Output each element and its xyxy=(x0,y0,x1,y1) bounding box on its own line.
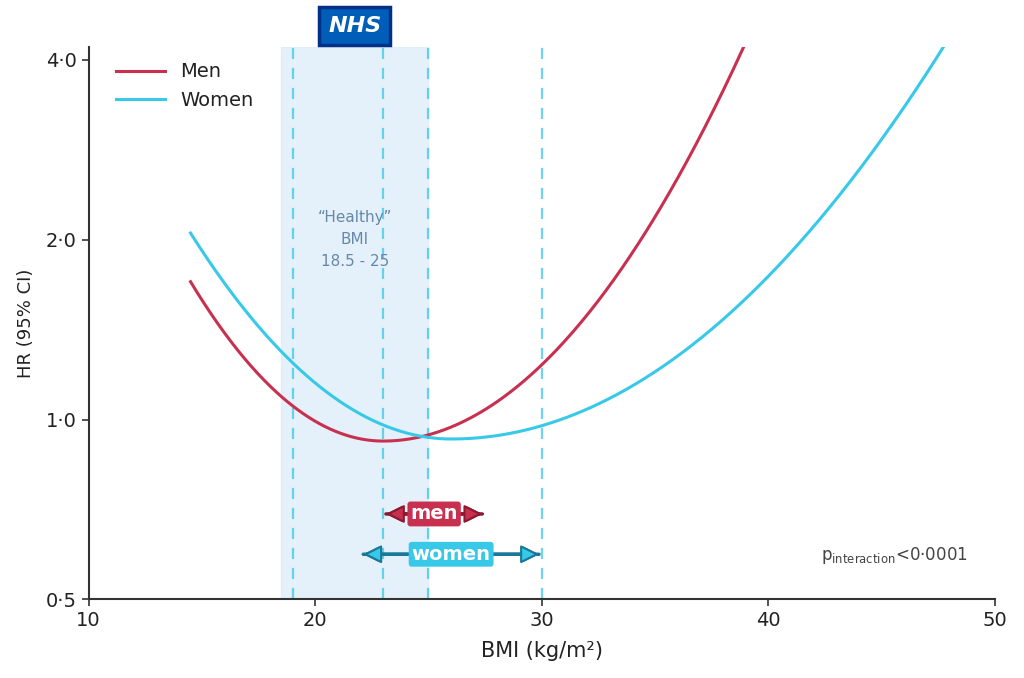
Women xyxy=(723,310,735,318)
Men xyxy=(184,277,197,285)
Women xyxy=(391,426,403,435)
Women xyxy=(445,435,458,443)
Women xyxy=(792,241,804,249)
Women xyxy=(659,360,672,368)
Men xyxy=(392,436,404,444)
X-axis label: BMI (kg/m²): BMI (kg/m²) xyxy=(481,641,603,661)
Men xyxy=(723,74,735,82)
Men xyxy=(327,426,339,435)
Text: men: men xyxy=(411,504,458,523)
Legend: Men, Women: Men, Women xyxy=(117,62,254,110)
Text: “Healthy”
BMI
18.5 - 25: “Healthy” BMI 18.5 - 25 xyxy=(317,210,392,269)
Text: $\mathregular{p_{interaction}}$<0·0001: $\mathregular{p_{interaction}}$<0·0001 xyxy=(821,545,968,566)
Y-axis label: HR (95% CI): HR (95% CI) xyxy=(16,268,35,378)
Text: NHS: NHS xyxy=(329,16,382,36)
Men xyxy=(377,437,389,445)
Men xyxy=(550,346,562,355)
Women xyxy=(550,417,562,425)
Men xyxy=(659,195,672,203)
Women xyxy=(184,229,197,237)
Line: Women: Women xyxy=(190,0,995,439)
Women xyxy=(327,393,339,401)
Bar xyxy=(282,47,428,599)
Line: Men: Men xyxy=(190,0,995,441)
Text: women: women xyxy=(412,545,490,564)
